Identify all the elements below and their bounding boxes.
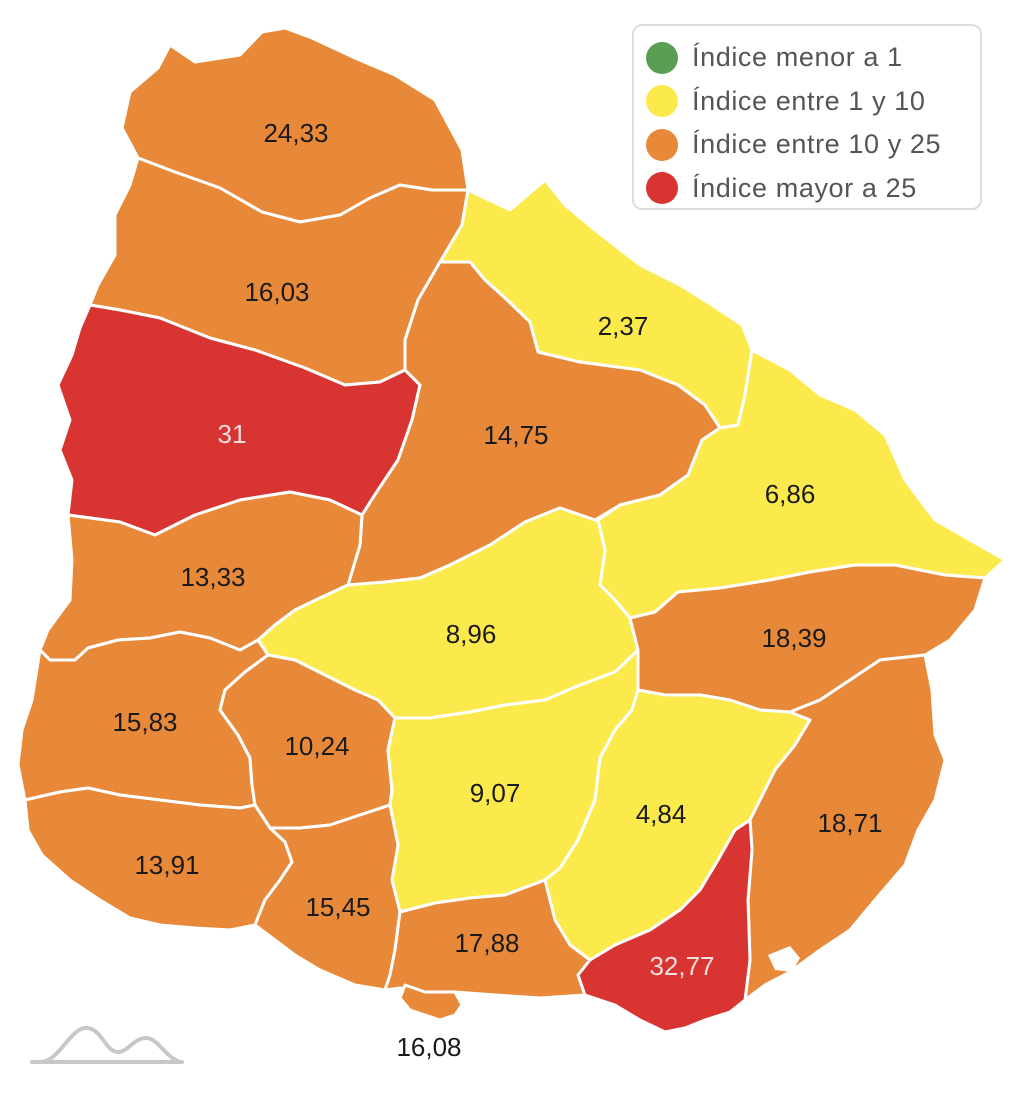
legend-item-entre-10-25: Índice entre 10 y 25: [646, 123, 980, 167]
region-label-r9: 18,39: [761, 623, 826, 653]
region-label-r15: 13,91: [134, 850, 199, 880]
region-label-r16: 15,45: [305, 892, 370, 922]
region-label-r4: 2,37: [598, 311, 649, 341]
region-label-r11: 10,24: [284, 731, 349, 761]
region-label-r5: 14,75: [483, 420, 548, 450]
legend-dot-yellow-icon: [646, 85, 678, 118]
region-label-r13: 4,84: [636, 799, 687, 829]
legend-item-menor: Índice menor a 1: [646, 36, 980, 80]
coastal-lagoon: [768, 946, 800, 972]
region-label-r10: 15,83: [112, 707, 177, 737]
watermark-mountain-icon: [30, 1026, 184, 1064]
region-label-r14: 18,71: [817, 808, 882, 838]
legend-dot-red-icon: [646, 172, 678, 205]
legend-label: Índice mayor a 25: [692, 172, 917, 203]
legend-label: Índice entre 10 y 25: [692, 129, 942, 160]
legend-dot-green-icon: [646, 41, 678, 74]
region-label-r1: 24,33: [263, 118, 328, 148]
map-legend: Índice menor a 1 Índice entre 1 y 10 Índ…: [632, 24, 982, 210]
region-label-r3: 31: [218, 419, 247, 449]
legend-dot-orange-icon: [646, 128, 678, 161]
region-label-r7: 13,33: [180, 562, 245, 592]
region-r18[interactable]: [576, 818, 754, 1034]
legend-label: Índice entre 1 y 10: [692, 85, 926, 116]
region-label-r19: 16,08: [396, 1032, 461, 1062]
region-r19[interactable]: [398, 983, 464, 1022]
legend-label: Índice menor a 1: [692, 42, 903, 73]
legend-item-mayor-25: Índice mayor a 25: [646, 167, 980, 211]
legend-item-entre-1-10: Índice entre 1 y 10: [646, 80, 980, 124]
region-label-r12: 9,07: [470, 778, 521, 808]
region-r14[interactable]: [743, 653, 947, 1002]
region-label-r8: 8,96: [446, 619, 497, 649]
region-label-r18: 32,77: [649, 951, 714, 981]
region-label-r2: 16,03: [244, 277, 309, 307]
region-label-r17: 17,88: [454, 928, 519, 958]
region-label-r6: 6,86: [765, 479, 816, 509]
